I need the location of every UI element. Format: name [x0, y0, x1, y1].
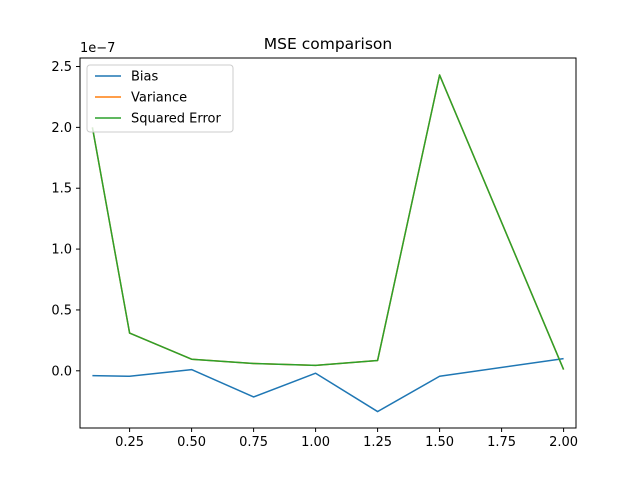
chart-title: MSE comparison — [264, 35, 392, 53]
y-tick-label: 2.0 — [51, 121, 72, 136]
legend-frame — [86, 64, 234, 133]
series-layer — [91, 74, 565, 413]
x-tick-label: 1.25 — [363, 435, 392, 450]
x-tick-label: 2.00 — [549, 435, 578, 450]
legend-label: Bias — [131, 70, 158, 85]
x-tick-label: 0.50 — [177, 435, 206, 450]
y-scale-label: 1e−7 — [80, 41, 115, 56]
ticks-layer: 0.25 0.50 0.75 1.00 1.25 1.50 1.75 2.00 0.0 0.5 1.… — [51, 60, 578, 450]
x-tick-label: 0.25 — [115, 435, 144, 450]
legend-label: Variance — [131, 91, 187, 106]
series-line-squared-error — [91, 74, 565, 370]
y-tick-label: 0.5 — [51, 303, 72, 318]
legend-label: Squared Error — [131, 112, 221, 127]
y-tick-label: 1.0 — [51, 243, 72, 258]
legend: Bias Variance Squared Error — [86, 64, 234, 133]
y-tick-label: 0.0 — [51, 364, 72, 379]
plot-frame — [79, 57, 577, 429]
x-tick-label: 1.00 — [301, 435, 330, 450]
x-tick-label: 0.75 — [239, 435, 268, 450]
x-tick-label: 1.50 — [425, 435, 454, 450]
series-line-bias — [92, 357, 564, 413]
y-tick-label: 2.5 — [51, 60, 72, 75]
y-tick-label: 1.5 — [51, 182, 72, 197]
x-tick-label: 1.75 — [487, 435, 516, 450]
